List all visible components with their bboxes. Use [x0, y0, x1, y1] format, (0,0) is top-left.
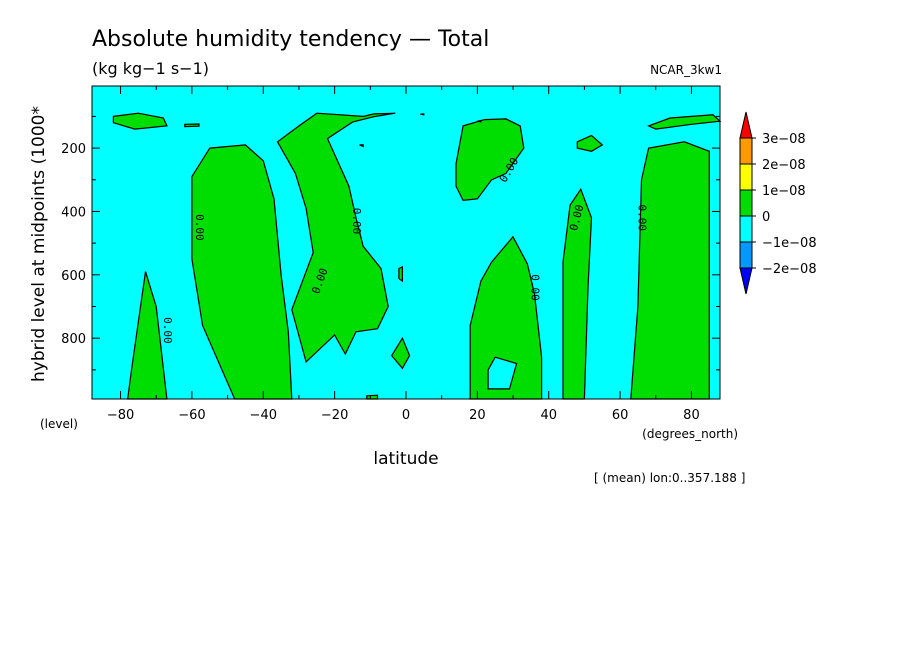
contour-region-dot-a [398, 265, 403, 283]
contour-label-3: 0.00 [350, 208, 363, 235]
colorbar-top-arrow [739, 111, 753, 139]
colorbar-swatch [739, 163, 753, 191]
colorbar-label: 1e−08 [762, 184, 806, 199]
x-axis-units: (degrees_north) [642, 427, 738, 441]
contour-region-nh-blob [576, 134, 604, 152]
colorbar-legend: 3e−08 2e−08 1e−08 0 −1e−08 −2e−08 [739, 111, 817, 295]
x-tick-label: −60 [178, 408, 205, 423]
contour-region-sh-polar-top [112, 112, 168, 130]
colorbar-swatch [739, 189, 753, 217]
colorbar-swatch [739, 215, 753, 243]
y-axis-label: hybrid level at midpoints (1000* [29, 106, 49, 382]
x-tick-label: −80 [107, 408, 134, 423]
x-tick-label: −20 [321, 408, 348, 423]
contour-region-dash-a [184, 123, 200, 128]
x-tick-label: 40 [540, 408, 557, 423]
chart-title: Absolute humidity tendency — Total [92, 27, 489, 52]
colorbar-bottom-arrow [739, 267, 753, 295]
dataset-label: NCAR_3kw1 [650, 63, 722, 77]
contour-label-0: 0.00 [193, 214, 206, 241]
colorbar-label: 0 [762, 210, 770, 225]
contour-region-eq-dot [420, 113, 425, 116]
colorbar-label: −1e−08 [762, 236, 817, 251]
plot-area: 0.000.000.000.000.000.000.00 0.00 [91, 85, 722, 400]
y-tick-label: 200 [61, 142, 86, 157]
x-tick-label: 20 [469, 408, 486, 423]
colorbar-swatch [739, 241, 753, 269]
y-tick-label: 800 [61, 332, 86, 347]
x-tick-label: 60 [612, 408, 629, 423]
colorbar-swatch [739, 137, 753, 165]
y-tick-label: 600 [61, 269, 86, 284]
contour-label-7: 0.00 [636, 205, 649, 232]
x-tick-label: 80 [683, 408, 700, 423]
colorbar-label: 2e−08 [762, 158, 806, 173]
x-axis-label: latitude [373, 449, 438, 469]
contour-region-nh-hole [487, 356, 518, 390]
contour-region-diamond [390, 336, 411, 370]
contour-region-tropics-upper [276, 112, 396, 364]
axis-ticks: −80 −60 −40 −20 0 20 40 60 80 200 400 600 800 [61, 86, 720, 423]
contour-region-dot-b [366, 394, 379, 400]
x-tick-label: 0 [402, 408, 410, 423]
contour-label-5: 0.00 [529, 274, 542, 301]
chart-units: (kg kg−1 s−1) [92, 59, 209, 78]
contour-region-nh-polar [630, 141, 710, 400]
y-axis-units: (level) [40, 417, 78, 431]
y-tick-label: 400 [61, 205, 86, 220]
contour-region-cross-a [359, 144, 364, 148]
contour-label-1: 0.00 [161, 317, 174, 344]
contour-region-dash-b [477, 119, 482, 123]
contour-region-sh-polar-low [127, 271, 168, 400]
x-tick-label: −40 [250, 408, 277, 423]
mean-annotation: [ (mean) lon:0..357.188 ] [594, 471, 745, 485]
contour-region-nh-midlevel [469, 235, 543, 400]
colorbar-label: 3e−08 [762, 132, 806, 147]
contour-region-sh-midlat [191, 144, 293, 400]
colorbar-label: −2e−08 [762, 262, 817, 277]
